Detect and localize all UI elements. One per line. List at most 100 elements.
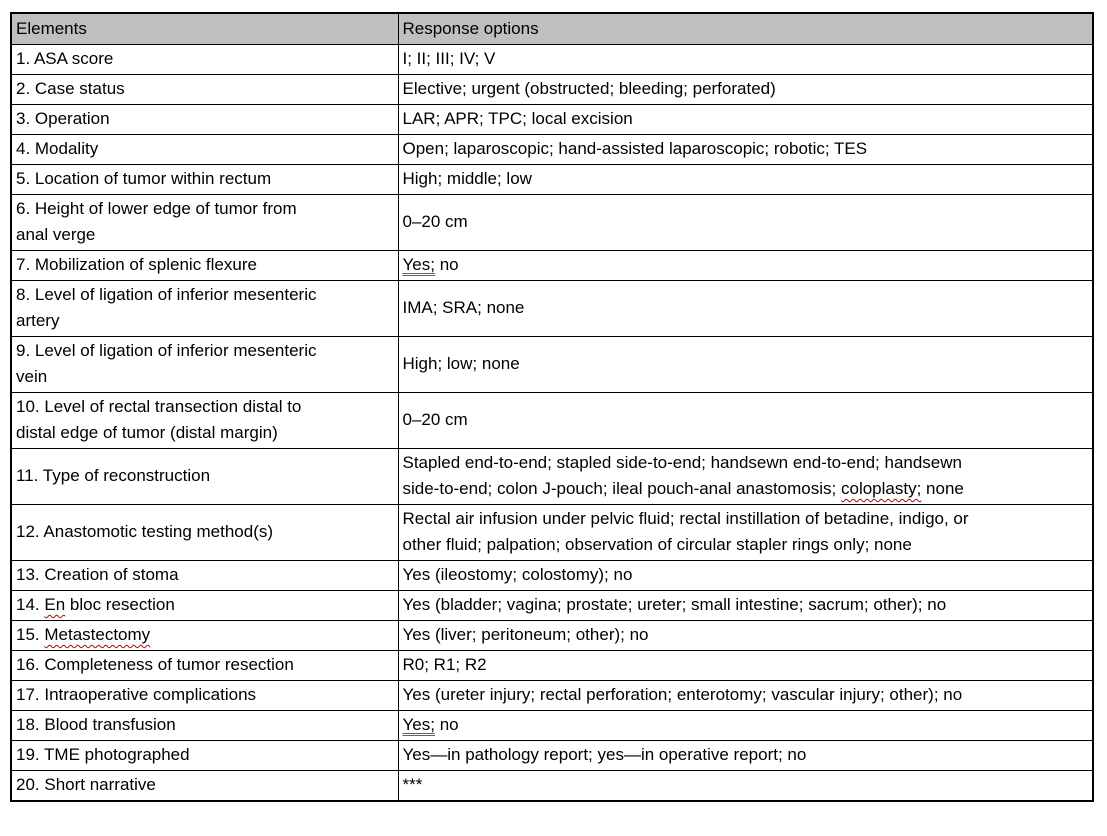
text-segment: *** (402, 775, 423, 794)
text-segment: IMA; SRA; none (402, 298, 525, 317)
text-segment: 6. Height of lower edge of tumor from an… (16, 199, 297, 244)
text-segment: 7. Mobilization of splenic flexure (16, 255, 257, 274)
text-segment: High; middle; low (402, 169, 532, 188)
table-row: 17. Intraoperative complications Yes (ure… (10, 680, 1094, 711)
response-options-cell: Elective; urgent (obstructed; bleeding; … (397, 74, 1094, 105)
table-row: 14. En bloc resection Yes (bladder; vagin… (10, 590, 1094, 621)
response-options-cell: *** (397, 770, 1094, 802)
text-segment: Stapled end-to-end; stapled side-to-end;… (402, 453, 963, 498)
table-row: 4. Modality Open; laparoscopic; hand-assi… (10, 134, 1094, 165)
response-options-cell: Yes (liver; peritoneum; other); no (397, 620, 1094, 651)
element-cell: 16. Completeness of tumor resection (10, 650, 399, 681)
table-row: 5. Location of tumor within rectum High; … (10, 164, 1094, 195)
text-segment: R0; R1; R2 (402, 655, 487, 674)
response-options-cell: Yes; no (397, 250, 1094, 281)
element-cell: 7. Mobilization of splenic flexure (10, 250, 399, 281)
element-cell: 18. Blood transfusion (10, 710, 399, 741)
element-cell: 14. En bloc resection (10, 590, 399, 621)
text-segment: 4. Modality (16, 139, 99, 158)
response-options-cell: High; low; none (397, 336, 1094, 393)
text-segment: 9. Level of ligation of inferior mesente… (16, 341, 317, 386)
response-options-cell: I; II; III; IV; V (397, 44, 1094, 75)
table-row: 7. Mobilization of splenic flexure Yes; n… (10, 250, 1094, 281)
text-segment: 0–20 cm (402, 410, 468, 429)
element-cell: 12. Anastomotic testing method(s) (10, 504, 399, 561)
table-row: 10. Level of rectal transection distal t… (10, 392, 1094, 449)
table-row: 11. Type of reconstruction Stapled end-to… (10, 448, 1094, 505)
table-row: 1. ASA score I; II; III; IV; V (10, 44, 1094, 75)
text-segment: LAR; APR; TPC; local excision (402, 109, 633, 128)
column-header-response-options: Response options (397, 12, 1094, 45)
element-cell: 19. TME photographed (10, 740, 399, 771)
spellcheck-squiggle: coloplasty; (840, 479, 922, 498)
response-options-cell: 0–20 cm (397, 194, 1094, 251)
table-row: 16. Completeness of tumor resection R0; R… (10, 650, 1094, 681)
text-segment: 3. Operation (16, 109, 110, 128)
spellcheck-squiggle: En (44, 595, 66, 614)
element-cell: 11. Type of reconstruction (10, 448, 399, 505)
response-options-cell: Yes (bladder; vagina; prostate; ureter; … (397, 590, 1094, 621)
element-cell: 3. Operation (10, 104, 399, 135)
element-cell: 6. Height of lower edge of tumor from an… (10, 194, 399, 251)
response-options-cell: Rectal air infusion under pelvic fluid; … (397, 504, 1094, 561)
text-segment: 15. (16, 625, 45, 644)
table-row: 3. Operation LAR; APR; TPC; local excisio… (10, 104, 1094, 135)
document-page: Elements Response options 1. ASA score I;… (10, 12, 1094, 802)
element-cell: 5. Location of tumor within rectum (10, 164, 399, 195)
response-options-cell: Yes (ileostomy; colostomy); no (397, 560, 1094, 591)
text-segment: no (434, 715, 459, 734)
text-segment: 13. Creation of stoma (16, 565, 179, 584)
text-segment: Yes (ureter injury; rectal perforation; … (402, 685, 963, 704)
element-cell: 10. Level of rectal transection distal t… (10, 392, 399, 449)
text-segment: 5. Location of tumor within rectum (16, 169, 272, 188)
text-segment: 16. Completeness of tumor resection (16, 655, 294, 674)
text-segment: Elective; urgent (obstructed; bleeding; … (402, 79, 776, 98)
element-cell: 20. Short narrative (10, 770, 399, 802)
elements-response-table: Elements Response options 1. ASA score I;… (10, 12, 1094, 802)
text-segment: Yes (liver; peritoneum; other); no (402, 625, 649, 644)
response-options-cell: Stapled end-to-end; stapled side-to-end;… (397, 448, 1094, 505)
response-options-cell: 0–20 cm (397, 392, 1094, 449)
element-cell: 15. Metastectomy (10, 620, 399, 651)
table-row: 18. Blood transfusion Yes; no (10, 710, 1094, 741)
response-options-cell: Yes—in pathology report; yes—in operativ… (397, 740, 1094, 771)
element-cell: 2. Case status (10, 74, 399, 105)
table-row: 2. Case status Elective; urgent (obstruct… (10, 74, 1094, 105)
table-row: 15. Metastectomy Yes (liver; peritoneum; … (10, 620, 1094, 651)
text-segment: 18. Blood transfusion (16, 715, 176, 734)
text-segment: 14. (16, 595, 45, 614)
table-row: 9. Level of ligation of inferior mesente… (10, 336, 1094, 393)
text-segment: 11. Type of reconstruction (16, 466, 211, 485)
text-segment: 17. Intraoperative complications (16, 685, 257, 704)
text-segment: 12. Anastomotic testing method(s) (16, 522, 274, 541)
text-segment: 20. Short narrative (16, 775, 156, 794)
text-segment: 8. Level of ligation of inferior mesente… (16, 285, 317, 330)
table-row: 8. Level of ligation of inferior mesente… (10, 280, 1094, 337)
text-segment: none (921, 479, 964, 498)
response-options-cell: High; middle; low (397, 164, 1094, 195)
element-cell: 8. Level of ligation of inferior mesente… (10, 280, 399, 337)
response-options-cell: Yes; no (397, 710, 1094, 741)
spellcheck-squiggle: Metastectomy (44, 625, 151, 644)
element-cell: 17. Intraoperative complications (10, 680, 399, 711)
response-options-cell: IMA; SRA; none (397, 280, 1094, 337)
text-segment: Yes (ileostomy; colostomy); no (402, 565, 633, 584)
text-segment: I; II; III; IV; V (402, 49, 496, 68)
text-segment: Open; laparoscopic; hand-assisted laparo… (402, 139, 868, 158)
grammar-underline: Yes; (402, 255, 435, 274)
element-cell: 4. Modality (10, 134, 399, 165)
text-segment: no (434, 255, 459, 274)
table-body: 1. ASA score I; II; III; IV; V 2. Case sta… (10, 44, 1094, 802)
response-options-cell: R0; R1; R2 (397, 650, 1094, 681)
text-segment: 0–20 cm (402, 212, 468, 231)
table-row: 13. Creation of stoma Yes (ileostomy; col… (10, 560, 1094, 591)
response-options-cell: Yes (ureter injury; rectal perforation; … (397, 680, 1094, 711)
text-segment: 10. Level of rectal transection distal t… (16, 397, 302, 442)
text-segment: Rectal air infusion under pelvic fluid; … (402, 509, 969, 554)
table-header-row: Elements Response options (10, 12, 1094, 45)
text-segment: High; low; none (402, 354, 520, 373)
response-options-cell: Open; laparoscopic; hand-assisted laparo… (397, 134, 1094, 165)
element-cell: 13. Creation of stoma (10, 560, 399, 591)
grammar-underline: Yes; (402, 715, 435, 734)
element-cell: 9. Level of ligation of inferior mesente… (10, 336, 399, 393)
